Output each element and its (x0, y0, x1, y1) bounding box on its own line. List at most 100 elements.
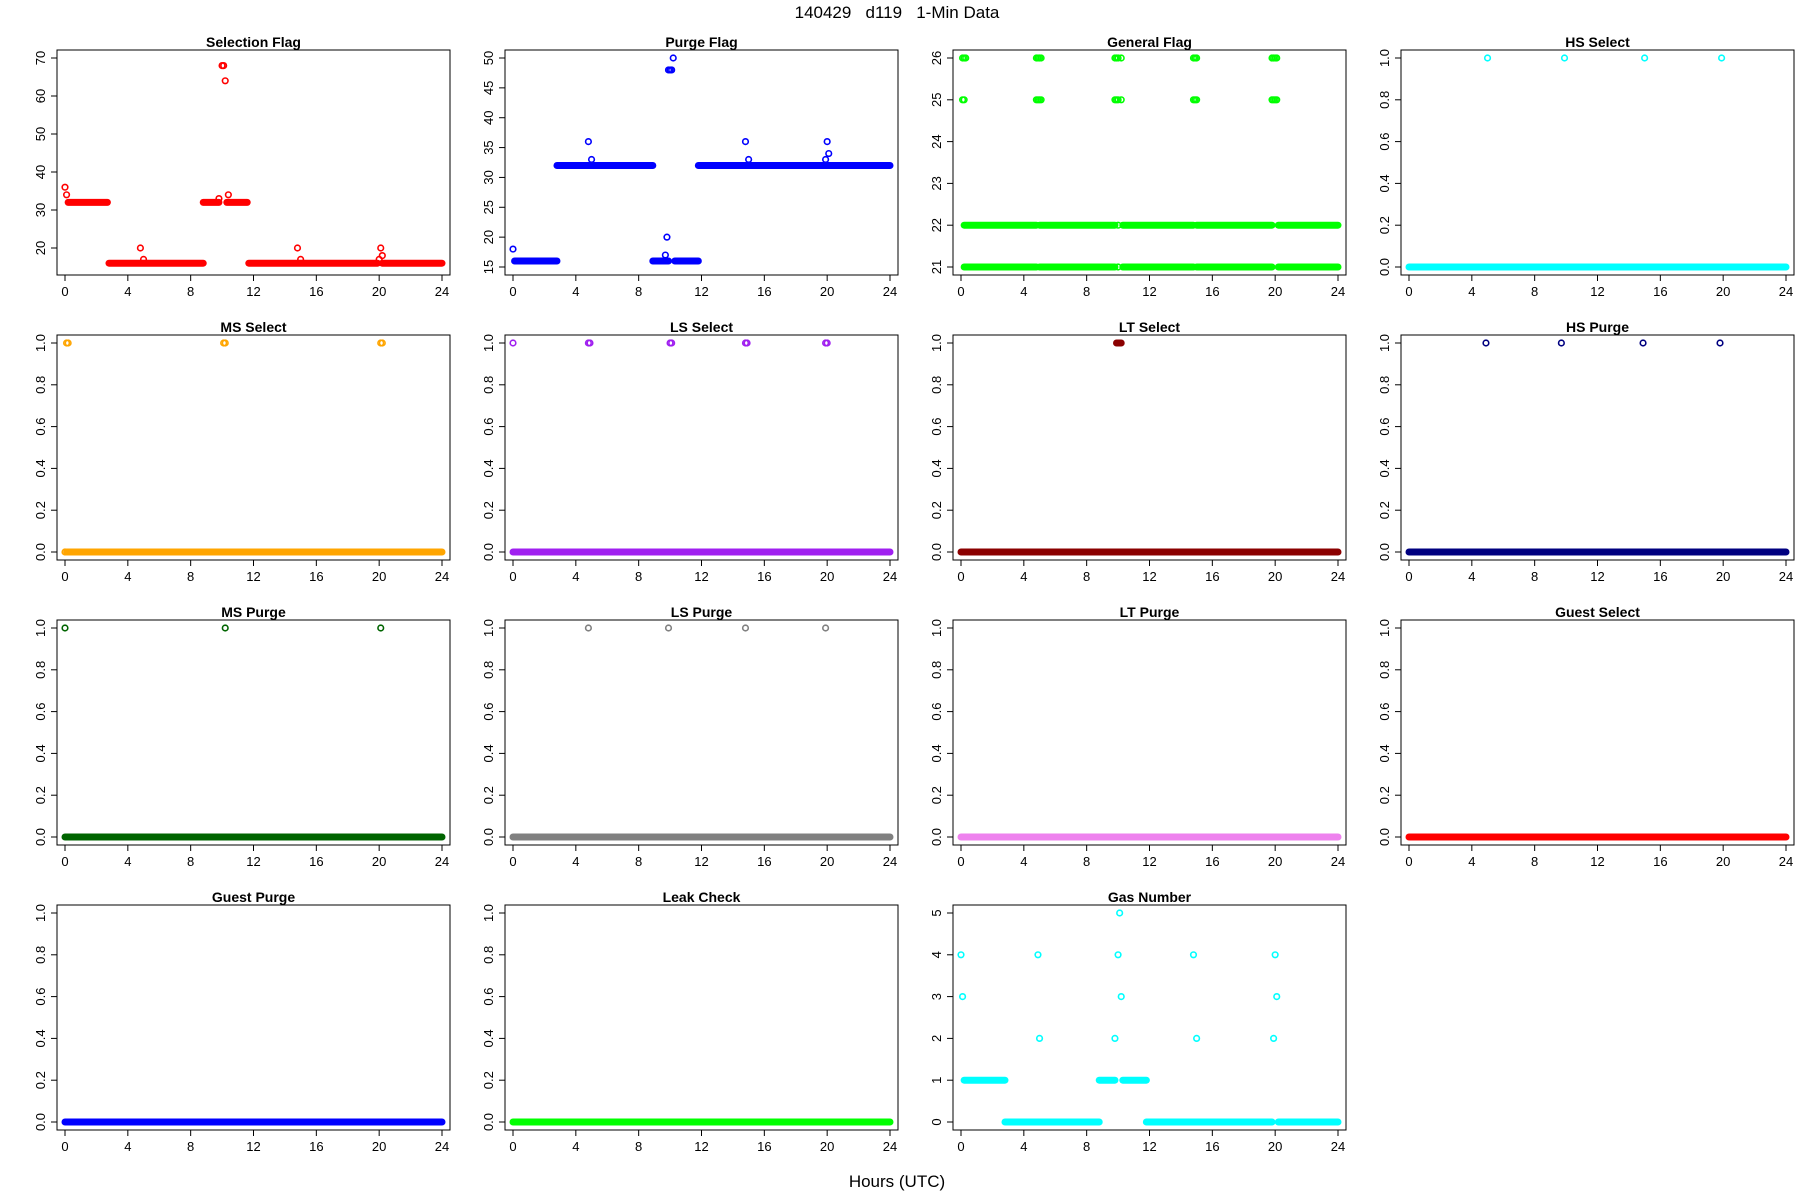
y-tick-label: 0.8 (1377, 91, 1392, 109)
panel-ms-purge: MS Purge 0 4 8 12 16 20 24 0.0 0.2 0.4 0.6 0.8 1.0 (33, 604, 451, 869)
x-tick-label: 20 (1268, 854, 1282, 869)
x-tick-label: 0 (1405, 854, 1412, 869)
x-tick-label: 12 (246, 854, 260, 869)
x-tick-label: 0 (1405, 569, 1412, 584)
x-tick-label: 16 (309, 854, 323, 869)
x-tick-label: 0 (509, 569, 516, 584)
y-tick-label: 15 (481, 260, 496, 274)
x-tick-label: 16 (309, 284, 323, 299)
x-tick-label: 0 (957, 284, 964, 299)
y-tick-label: 0.0 (33, 828, 48, 846)
plot-frame (504, 619, 899, 846)
data-point (220, 61, 228, 70)
x-tick-label: 0 (61, 569, 68, 584)
x-tick-label: 4 (124, 569, 131, 584)
plot-frame (56, 49, 451, 276)
y-tick-label: 22 (929, 218, 944, 232)
x-tick-label: 24 (1331, 854, 1345, 869)
y-tick-label: 0.4 (1377, 174, 1392, 192)
figure-title: 140429 d119 1-Min Data (795, 3, 1000, 22)
data-point (668, 339, 676, 347)
panel-title: LS Purge (671, 604, 733, 620)
y-tick-label: 0.6 (1377, 418, 1392, 436)
x-tick-label: 16 (1653, 569, 1667, 584)
x-tick-label: 20 (1268, 1139, 1282, 1154)
y-tick-label: 70 (33, 51, 48, 65)
data-point (1114, 221, 1122, 229)
data-point (823, 339, 831, 347)
x-tick-label: 8 (1083, 1139, 1090, 1154)
y-tick-label: 0.4 (481, 1029, 496, 1047)
y-tick-label: 5 (929, 909, 944, 916)
panel-hs-select: HS Select 0 4 8 12 16 20 24 0.0 0.2 0.4 0.6 0.8 1.0 (1377, 34, 1795, 299)
data-point (378, 339, 386, 347)
panel-title: Guest Select (1555, 604, 1640, 620)
x-tick-label: 4 (1020, 569, 1027, 584)
y-tick-label: 0.4 (1377, 744, 1392, 762)
y-tick-label: 0.6 (481, 703, 496, 721)
x-tick-label: 20 (820, 569, 834, 584)
x-tick-label: 8 (635, 1139, 642, 1154)
x-tick-label: 4 (124, 284, 131, 299)
y-tick-label: 0.8 (481, 946, 496, 964)
y-tick-label: 0.6 (929, 703, 944, 721)
x-tick-label: 0 (957, 569, 964, 584)
y-tick-label: 0.4 (33, 744, 48, 762)
data-point (1273, 96, 1281, 104)
x-tick-label: 16 (757, 284, 771, 299)
y-tick-label: 0.8 (481, 376, 496, 394)
x-tick-label: 4 (572, 854, 579, 869)
data-point (1273, 992, 1281, 1001)
panel-purge-flag: Purge Flag 0 4 8 12 16 20 24 15 20 25 30 35 40 45 50 (481, 34, 899, 299)
x-tick-label: 8 (187, 854, 194, 869)
x-tick-label: 12 (1142, 1139, 1156, 1154)
x-tick-label: 20 (820, 854, 834, 869)
data-point (668, 66, 676, 74)
y-tick-label: 1.0 (33, 904, 48, 922)
y-tick-label: 21 (929, 260, 944, 274)
panel-ms-select: MS Select 0 4 8 12 16 20 24 0.0 0.2 0.4 0.6 0.8 1.0 (33, 319, 451, 584)
plot-frame (504, 904, 899, 1131)
data-point (957, 951, 965, 959)
y-tick-label: 1.0 (33, 334, 48, 352)
data-point (741, 624, 750, 632)
plot-frame (504, 334, 899, 561)
data-point (663, 233, 671, 241)
x-tick-label: 12 (246, 284, 260, 299)
data-point (377, 624, 385, 632)
data-point (1035, 1034, 1044, 1042)
x-tick-label: 8 (1531, 284, 1538, 299)
y-tick-label: 0.0 (33, 543, 48, 561)
x-tick-label: 8 (187, 284, 194, 299)
plot-frame (952, 904, 1347, 1131)
data-point (1557, 339, 1565, 347)
y-tick-label: 1.0 (929, 334, 944, 352)
panel-leak-check: Leak Check 0 4 8 12 16 20 24 0.0 0.2 0.4 0.6 0.8 1.0 (481, 889, 899, 1154)
y-tick-label: 0.6 (929, 418, 944, 436)
y-tick-label: 24 (929, 134, 944, 148)
x-tick-label: 8 (635, 569, 642, 584)
x-tick-label: 8 (187, 569, 194, 584)
data-point (224, 191, 232, 199)
x-tick-label: 24 (1779, 854, 1793, 869)
data-point (1114, 263, 1122, 271)
y-tick-label: 1 (929, 1077, 944, 1084)
x-tick-label: 24 (883, 854, 897, 869)
x-tick-label: 20 (1268, 569, 1282, 584)
x-tick-label: 24 (1331, 1139, 1345, 1154)
plot-frame (952, 334, 1347, 561)
y-tick-label: 0 (929, 1118, 944, 1125)
y-tick-label: 50 (481, 51, 496, 65)
plot-frame (56, 619, 451, 846)
x-tick-label: 12 (694, 1139, 708, 1154)
data-point (1037, 96, 1045, 104)
y-tick-label: 30 (33, 203, 48, 217)
y-tick-label: 26 (929, 51, 944, 65)
panel-title: Gas Number (1108, 889, 1192, 905)
y-tick-label: 0.4 (929, 459, 944, 477)
y-tick-label: 0.8 (33, 946, 48, 964)
y-tick-label: 3 (929, 993, 944, 1000)
data-point (293, 244, 302, 252)
x-tick-label: 12 (246, 569, 260, 584)
data-point (221, 77, 229, 85)
